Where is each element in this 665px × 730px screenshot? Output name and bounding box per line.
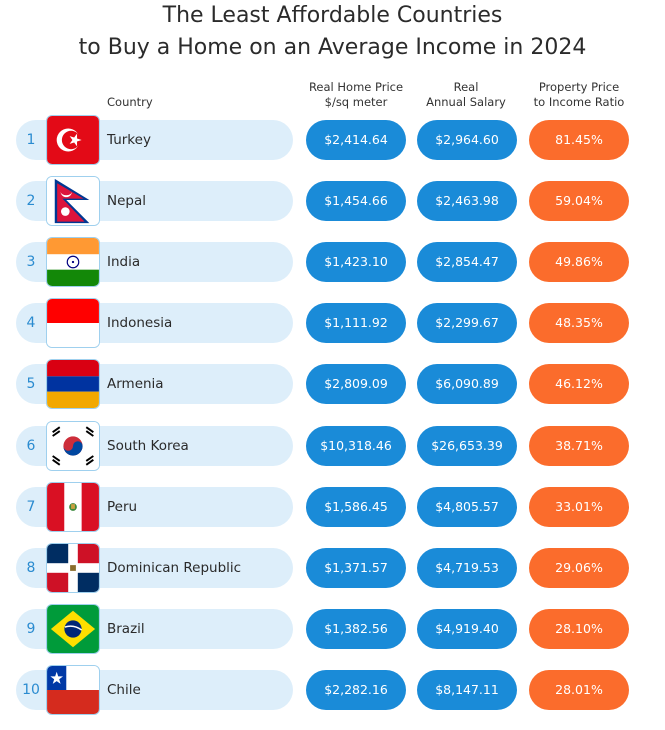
home-price-value: $2,414.64: [306, 120, 406, 160]
income-ratio-value: 46.12%: [529, 364, 629, 405]
header-country: Country: [107, 95, 153, 109]
header-home-price-line-1: Real Home Price: [308, 80, 404, 94]
annual-salary-value: $4,719.53: [417, 547, 517, 588]
rank-number: 9: [26, 620, 36, 637]
home-price-value: $1,454.66: [306, 181, 406, 222]
country-name: Dominican Republic: [107, 559, 242, 576]
table-row: 7 Peru $1,586.45 $4,805.57 33.01%: [0, 481, 665, 532]
header-income-ratio: Property Price to Income Ratio: [526, 80, 632, 110]
brazil-flag-icon: [46, 603, 100, 654]
table-row: 4 Indonesia $1,111.92 $2,299.67 48.35%: [0, 298, 665, 349]
home-price-value: $1,111.92: [306, 303, 406, 344]
annual-salary-value: $2,463.98: [417, 181, 517, 222]
turkey-flag-icon: [46, 115, 100, 165]
table-row: 8 Dominican Republic $1,371.57 $4,719.53 29.…: [0, 542, 665, 593]
header-income-ratio-line-2: to Income Ratio: [533, 95, 625, 109]
armenia-flag-icon: [46, 359, 100, 410]
header-annual-salary-line-1: Real: [453, 80, 479, 94]
table-row: 5 Armenia $2,809.09 $6,090.89 46.12%: [0, 359, 665, 410]
rank-number: 8: [26, 559, 36, 576]
rank-number: 6: [26, 437, 36, 454]
chart-title: The Least Affordable Countries to Buy a …: [0, 0, 665, 64]
home-price-value: $2,809.09: [306, 364, 406, 405]
home-price-value: $1,382.56: [306, 608, 406, 649]
rank-number: 3: [26, 254, 36, 271]
country-name: Nepal: [107, 193, 146, 210]
india-flag-icon: [46, 237, 100, 288]
header-annual-salary: Real Annual Salary: [415, 80, 517, 110]
chile-flag-icon: [46, 664, 100, 715]
home-price-value: $2,282.16: [306, 669, 406, 710]
annual-salary-value: $4,919.40: [417, 608, 517, 649]
country-name: South Korea: [107, 437, 189, 454]
income-ratio-value: 59.04%: [529, 181, 629, 222]
country-name: Turkey: [107, 132, 151, 148]
annual-salary-value: $2,299.67: [417, 303, 517, 344]
income-ratio-value: 81.45%: [529, 120, 629, 160]
indonesia-flag-icon: [46, 298, 100, 349]
country-name: Armenia: [107, 376, 164, 393]
income-ratio-value: 49.86%: [529, 242, 629, 283]
annual-salary-value: $2,964.60: [417, 120, 517, 160]
income-ratio-value: 28.10%: [529, 608, 629, 649]
home-price-value: $1,423.10: [306, 242, 406, 283]
south-korea-flag-icon: [46, 420, 100, 471]
income-ratio-value: 48.35%: [529, 303, 629, 344]
table-row: 1 Turkey $2,414.64 $2,964.60 81.45%: [0, 115, 665, 165]
dominican-republic-flag-icon: [46, 542, 100, 593]
nepal-flag-icon: [46, 176, 100, 227]
income-ratio-value: 28.01%: [529, 669, 629, 710]
header-home-price: Real Home Price $/sq meter: [300, 80, 412, 110]
table-row: 6 South Korea $10,318.46 $26,653.39 38.71%: [0, 420, 665, 471]
annual-salary-value: $4,805.57: [417, 486, 517, 527]
header-annual-salary-line-2: Annual Salary: [426, 95, 506, 109]
country-name: India: [107, 254, 141, 271]
country-name: Chile: [107, 681, 141, 698]
home-price-value: $1,586.45: [306, 486, 406, 527]
home-price-value: $1,371.57: [306, 547, 406, 588]
income-ratio-value: 33.01%: [529, 486, 629, 527]
rank-number: 2: [26, 193, 36, 210]
rank-number: 1: [26, 132, 36, 148]
title-line-2: to Buy a Home on an Average Income in 20…: [78, 35, 587, 60]
rank-number: 10: [22, 681, 40, 698]
income-ratio-value: 29.06%: [529, 547, 629, 588]
country-name: Indonesia: [107, 315, 173, 332]
table-row: 10 Chile $2,282.16 $8,147.11 28.01%: [0, 664, 665, 715]
rank-number: 7: [26, 498, 36, 515]
country-name: Brazil: [107, 620, 145, 637]
annual-salary-value: $6,090.89: [417, 364, 517, 405]
table-row: 2 Nepal $1,454.66 $2,463.98 59.04%: [0, 176, 665, 227]
annual-salary-value: $2,854.47: [417, 242, 517, 283]
annual-salary-value: $8,147.11: [417, 669, 517, 710]
table-row: 3 India $1,423.10 $2,854.47 49.86%: [0, 237, 665, 288]
title-line-1: The Least Affordable Countries: [162, 3, 503, 28]
home-price-value: $10,318.46: [306, 425, 406, 466]
rank-number: 4: [26, 315, 36, 332]
header-income-ratio-line-1: Property Price: [538, 80, 620, 94]
rank-number: 5: [26, 376, 36, 393]
peru-flag-icon: [46, 481, 100, 532]
income-ratio-value: 38.71%: [529, 425, 629, 466]
header-home-price-line-2: $/sq meter: [324, 95, 388, 109]
country-name: Peru: [107, 498, 138, 515]
table-row: 9 Brazil $1,382.56 $4,919.40 28.10%: [0, 603, 665, 654]
annual-salary-value: $26,653.39: [417, 425, 517, 466]
